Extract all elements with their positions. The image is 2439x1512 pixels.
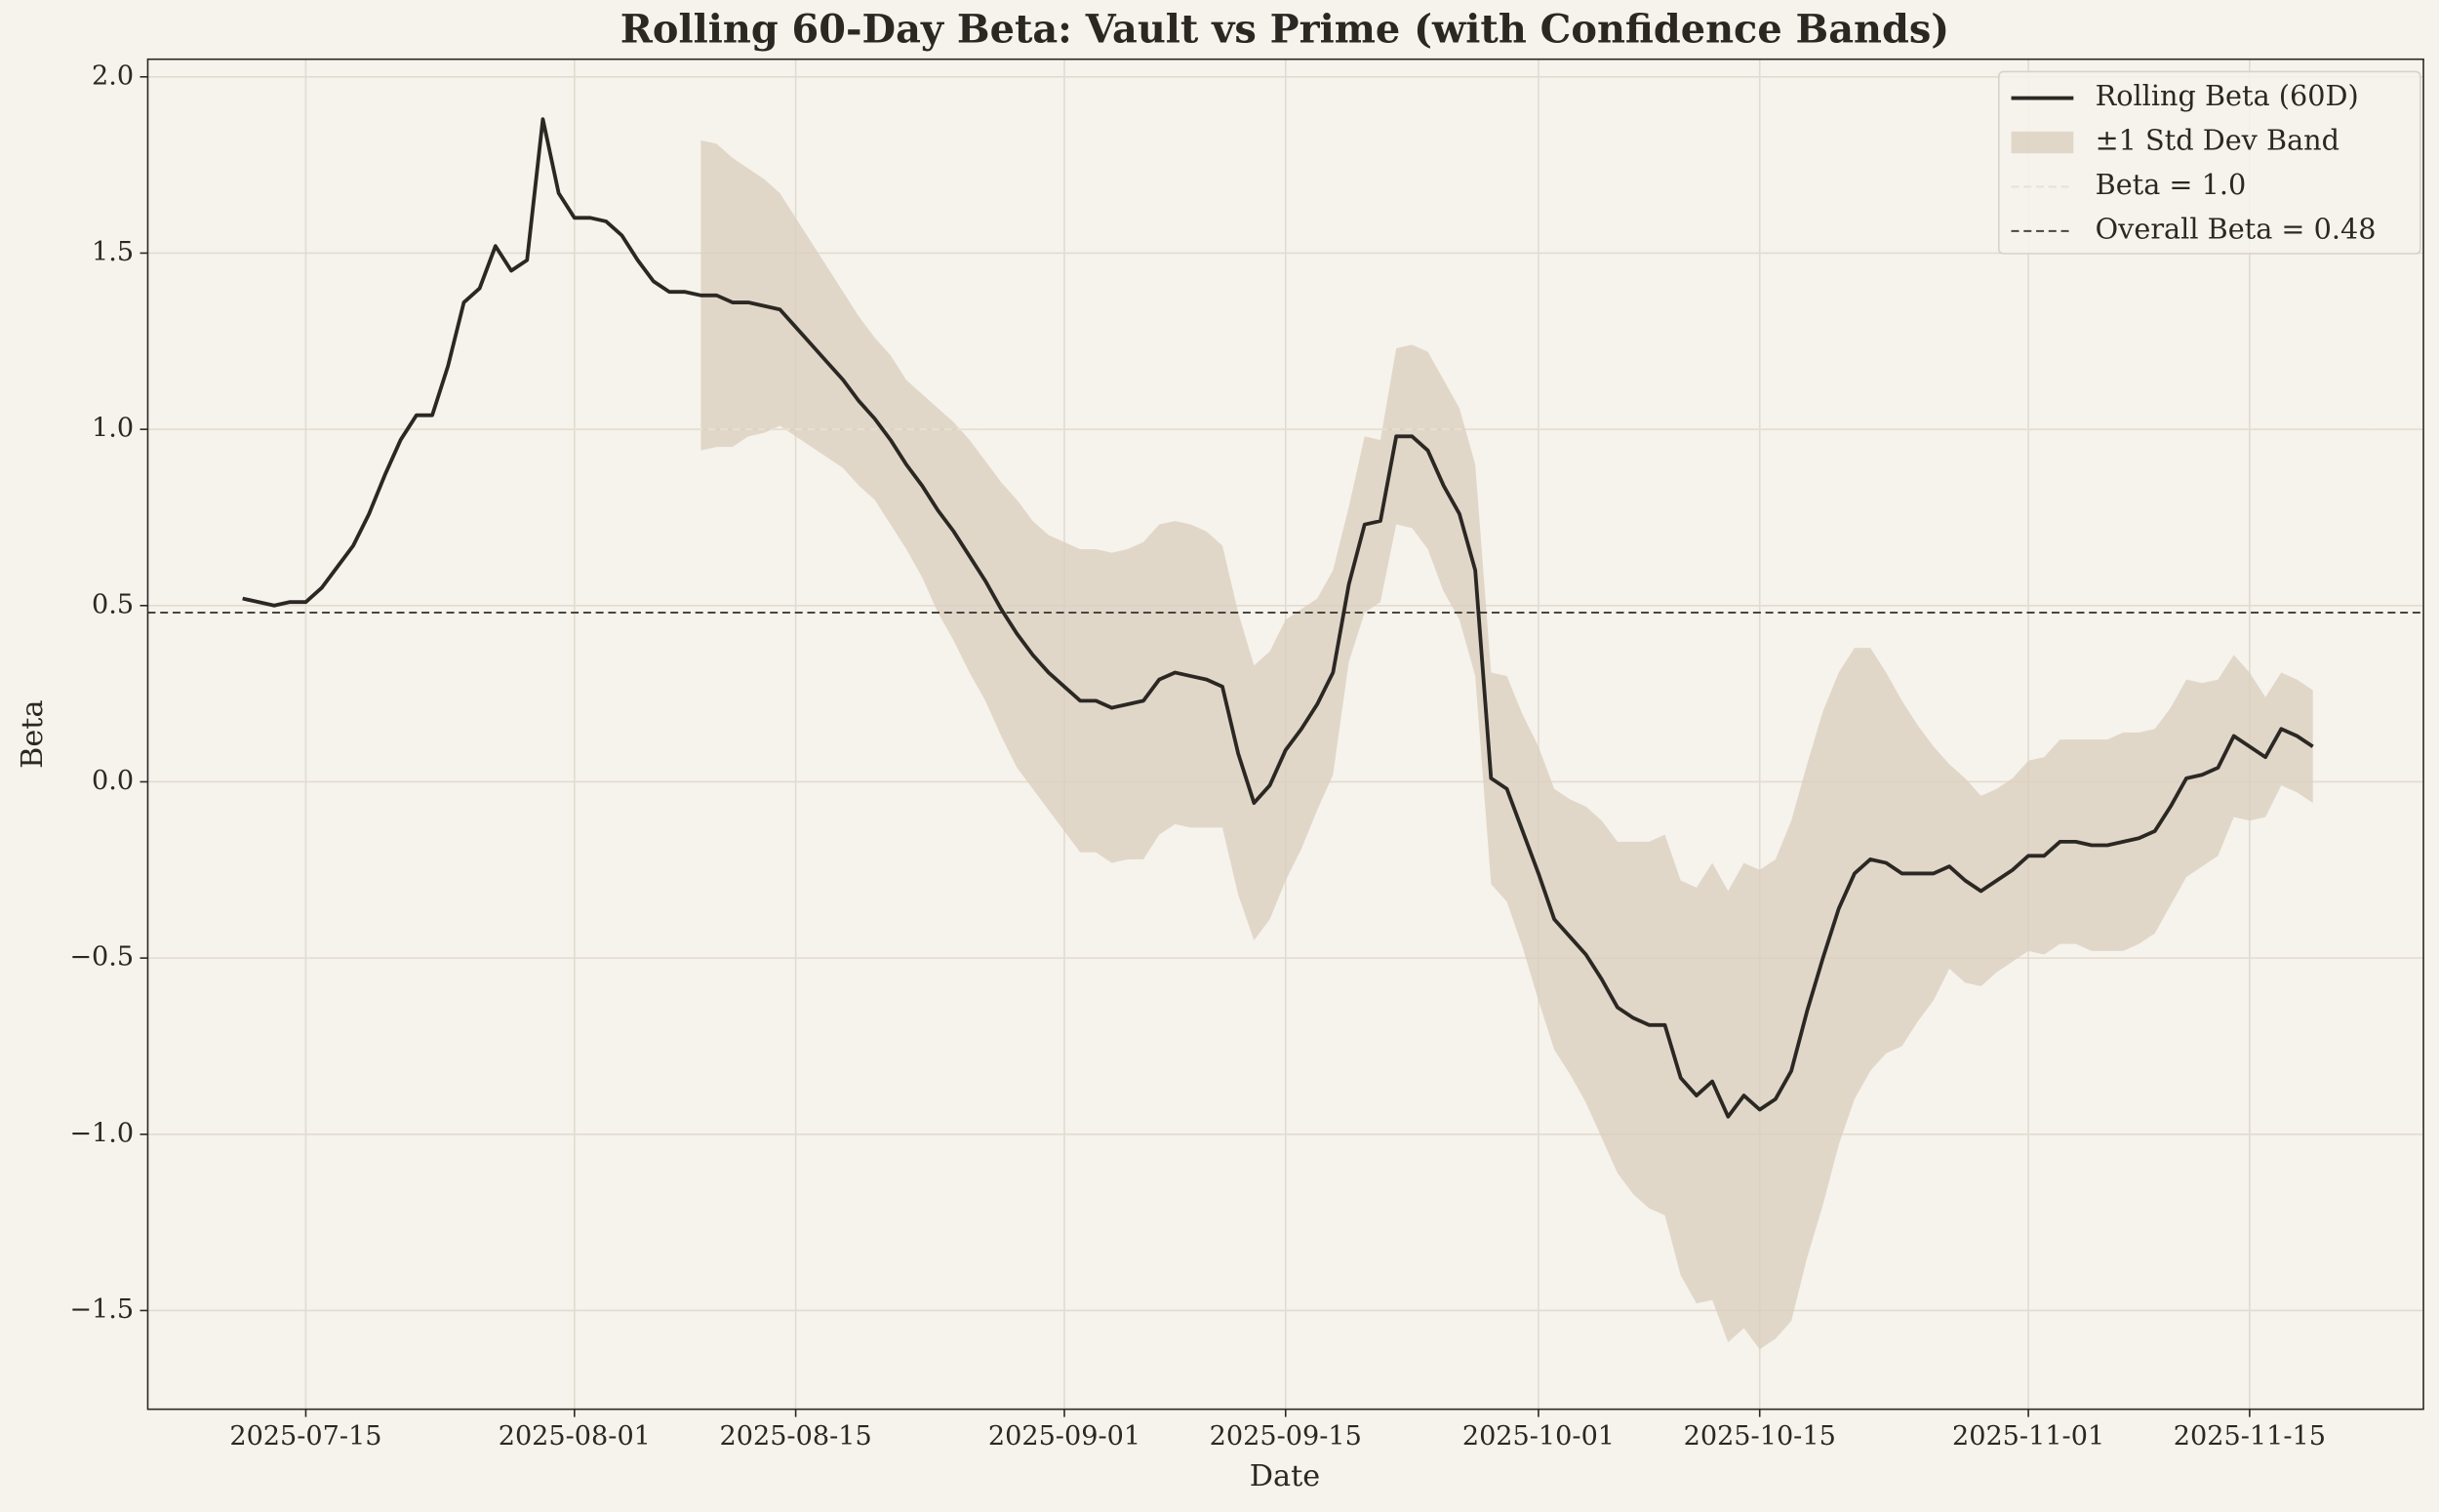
y-tick-label: 0.0 [92, 766, 134, 796]
chart-title: Rolling 60-Day Beta: Vault vs Prime (wit… [620, 8, 1949, 53]
x-tick-label: 2025-09-01 [988, 1421, 1140, 1452]
legend: Rolling Beta (60D) ±1 Std Dev Band Beta = … [1997, 70, 2421, 255]
x-tick-label: 2025-08-01 [499, 1421, 651, 1452]
confidence-band [700, 139, 2313, 1350]
y-tick-label: −0.5 [69, 942, 134, 973]
x-tick-label: 2025-08-15 [719, 1421, 871, 1452]
x-tick-label: 2025-07-15 [229, 1421, 381, 1452]
y-tick-label: 2.0 [92, 60, 134, 91]
y-tick-label: 1.0 [92, 414, 134, 444]
x-tick-label: 2025-11-15 [2174, 1421, 2326, 1452]
x-tick-label: 2025-11-01 [1952, 1421, 2104, 1452]
x-axis-label: Date [1250, 1459, 1320, 1493]
plot-frame [146, 58, 2424, 1411]
series-line [242, 117, 2314, 1119]
x-tick-label: 2025-10-15 [1684, 1421, 1836, 1452]
y-tick-label: −1.5 [69, 1294, 134, 1325]
legend-label: Beta = 1.0 [2096, 168, 2247, 201]
legend-label: ±1 Std Dev Band [2096, 124, 2339, 157]
y-axis-label: Beta [16, 699, 50, 768]
legend-box [1997, 70, 2421, 255]
y-tick-label: 1.5 [92, 237, 134, 267]
legend-label: Overall Beta = 0.48 [2096, 212, 2377, 245]
legend-swatch [2011, 131, 2074, 154]
x-tick-label: 2025-10-01 [1462, 1421, 1615, 1452]
y-tick-label: 0.5 [92, 589, 134, 619]
x-tick-label: 2025-09-15 [1210, 1421, 1362, 1452]
y-tick-label: −1.0 [69, 1118, 134, 1148]
legend-label: Rolling Beta (60D) [2096, 79, 2359, 112]
